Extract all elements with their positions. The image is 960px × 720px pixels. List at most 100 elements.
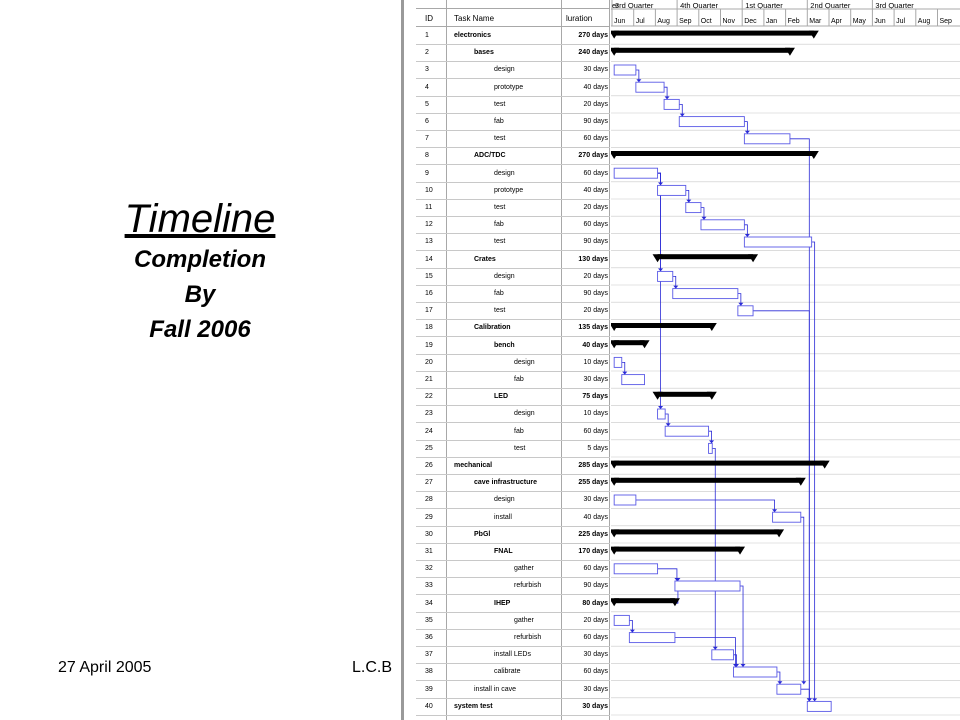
task-duration: 30 days bbox=[583, 66, 608, 74]
title-block: Timeline Completion By Fall 2006 bbox=[100, 196, 300, 347]
dependency-link bbox=[708, 430, 712, 444]
task-name: design bbox=[494, 66, 515, 74]
dependency-link bbox=[657, 568, 678, 581]
task-row: 14 Crates 130 days bbox=[416, 251, 610, 269]
month-label: Jan bbox=[766, 18, 777, 25]
task-name: cave infrastructure bbox=[474, 479, 538, 487]
task-id: 34 bbox=[425, 599, 433, 607]
dependency-arrow bbox=[636, 79, 642, 83]
task-id: 16 bbox=[425, 290, 433, 297]
task-name: prototype bbox=[494, 83, 524, 91]
task-duration: 10 days bbox=[583, 358, 608, 366]
summary-end-cap bbox=[819, 460, 830, 469]
task-duration: 90 days bbox=[583, 238, 608, 246]
task-id: 39 bbox=[425, 685, 433, 693]
summary-end-cap bbox=[774, 529, 785, 538]
task-id: 2 bbox=[425, 49, 429, 57]
summary-start-cap bbox=[652, 254, 663, 263]
quarter-label: 4th Quarter bbox=[680, 1, 718, 10]
dependency-arrow bbox=[806, 698, 812, 702]
task-row: 16 fab 90 days bbox=[416, 285, 610, 303]
task-duration: 40 days bbox=[583, 186, 608, 194]
quarter-label: er bbox=[612, 1, 619, 10]
task-row: 12 fab 60 days bbox=[416, 216, 610, 235]
task-name: design bbox=[514, 410, 535, 418]
task-row: 33 refurbish 90 days bbox=[416, 577, 610, 596]
dependency-link bbox=[672, 275, 677, 289]
gantt-chart: ID Task Name luration 1 electronics 270 da… bbox=[401, 0, 960, 720]
task-name: IHEP bbox=[494, 599, 511, 607]
dependency-arrow bbox=[712, 646, 718, 650]
task-duration: 135 days bbox=[578, 324, 608, 332]
subtitle-line-3: Fall 2006 bbox=[149, 316, 251, 343]
task-name: gather bbox=[514, 616, 534, 624]
dependency-link bbox=[811, 241, 816, 702]
dependency-link bbox=[753, 310, 810, 702]
month-label: Mar bbox=[809, 18, 822, 25]
dependency-link bbox=[685, 189, 690, 203]
task-row: 40 system test 30 days bbox=[416, 698, 610, 716]
summary-start-cap bbox=[609, 460, 620, 469]
task-duration: 80 days bbox=[582, 599, 608, 607]
task-id: 19 bbox=[425, 341, 433, 349]
task-name: ADC/TDC bbox=[474, 152, 506, 160]
task-bar bbox=[635, 81, 665, 93]
dependency-link bbox=[776, 671, 781, 685]
task-bar bbox=[657, 270, 674, 282]
task-id: 5 bbox=[425, 100, 429, 108]
task-bar bbox=[685, 202, 702, 214]
task-row: 11 test 20 days bbox=[416, 199, 610, 217]
task-bar bbox=[613, 563, 659, 575]
task-name: Crates bbox=[474, 255, 496, 263]
dependency-link bbox=[744, 224, 748, 237]
dependency-link bbox=[737, 293, 742, 306]
dependency-link bbox=[674, 637, 736, 667]
task-duration: 40 days bbox=[583, 83, 608, 91]
task-id: 32 bbox=[425, 565, 433, 573]
task-duration: 30 days bbox=[582, 702, 608, 710]
timeline-area: er 3rd Quarter 4th Quarter 1st Quarter 2nd Q… bbox=[609, 0, 960, 720]
task-id: 7 bbox=[425, 135, 429, 143]
task-name: design bbox=[494, 169, 515, 177]
summary-bar bbox=[614, 529, 780, 535]
summary-start-cap bbox=[609, 47, 620, 56]
task-name: test bbox=[514, 444, 526, 452]
subtitle-line-1: Completion bbox=[134, 246, 266, 273]
summary-end-cap bbox=[808, 30, 819, 39]
task-duration: 60 days bbox=[583, 169, 608, 177]
task-name: prototype bbox=[494, 186, 524, 194]
task-row: 15 design 20 days bbox=[416, 268, 610, 286]
task-duration: 285 days bbox=[578, 462, 608, 469]
task-table: ID Task Name luration 1 electronics 270 da… bbox=[416, 0, 610, 720]
month-label: Aug bbox=[918, 18, 931, 25]
task-name: bench bbox=[494, 341, 515, 349]
task-duration: 60 days bbox=[583, 221, 608, 229]
task-name: fab bbox=[494, 221, 504, 229]
dependency-arrow bbox=[622, 371, 628, 375]
task-name: mechanical bbox=[454, 462, 493, 469]
dependency-arrow bbox=[744, 130, 750, 134]
task-name: calibrate bbox=[494, 668, 521, 676]
summary-start-cap bbox=[609, 477, 620, 486]
dependency-link bbox=[621, 361, 626, 375]
dependency-arrow bbox=[744, 234, 750, 237]
task-id: 6 bbox=[425, 118, 429, 125]
task-row: 38 calibrate 60 days bbox=[416, 663, 610, 682]
task-name: LED bbox=[494, 393, 508, 401]
task-name: Calibration bbox=[474, 324, 511, 332]
quarter-label: 3rd Quarter bbox=[615, 1, 654, 10]
task-name: design bbox=[494, 496, 515, 504]
slide-title: Timeline bbox=[124, 197, 276, 241]
task-name: fab bbox=[494, 290, 504, 297]
summary-start-cap bbox=[609, 340, 620, 349]
task-row: 13 test 90 days bbox=[416, 233, 610, 252]
task-id: 27 bbox=[425, 479, 433, 487]
task-duration: 40 days bbox=[583, 513, 608, 521]
task-id: 40 bbox=[425, 702, 433, 710]
task-name: test bbox=[494, 135, 506, 143]
task-id: 12 bbox=[425, 221, 433, 229]
summary-bar bbox=[614, 477, 801, 483]
task-bar bbox=[674, 580, 741, 592]
month-label: Dec bbox=[744, 18, 757, 25]
